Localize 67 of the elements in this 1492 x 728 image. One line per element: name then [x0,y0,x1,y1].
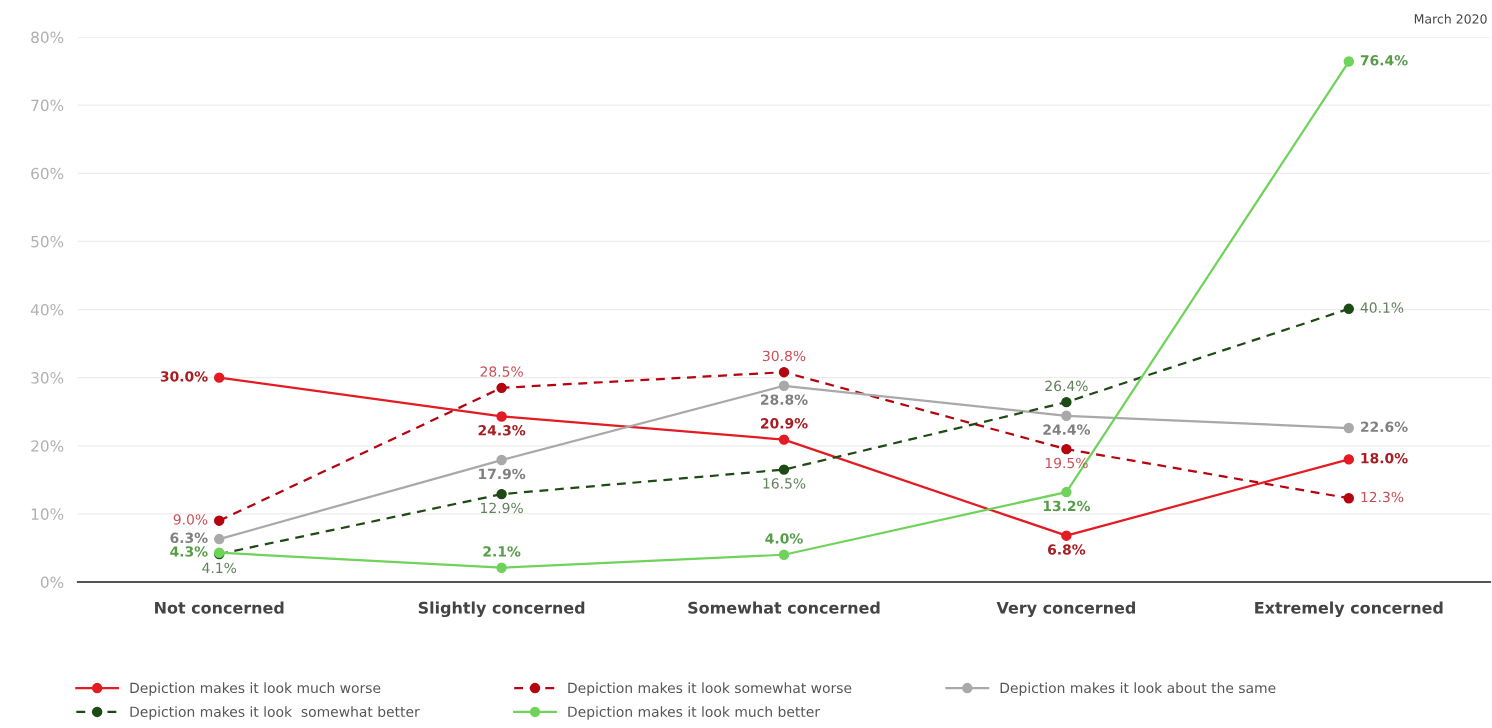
point [496,454,507,466]
x-tick-label: Not concerned [155,601,284,614]
point [1343,56,1355,67]
point [778,380,790,392]
point [213,533,225,545]
point [496,562,507,573]
data-label: 17.9% [479,468,526,480]
data-label: 40.1% [1360,302,1404,313]
data-label: 22.6% [1361,421,1408,433]
x-tick-label: Somewhat concerned [688,601,880,614]
data-label: 26.4% [1045,380,1088,392]
y-tick-label: 40% [30,303,64,316]
point [778,366,790,378]
data-label: 6.3% [170,532,208,544]
data-label: 6.8% [1048,544,1086,555]
y-tick-label: 80% [31,31,64,44]
data-label: 16.5% [763,478,806,489]
point [1343,492,1355,504]
data-label: 24.3% [478,425,526,436]
y-tick-label: 20% [31,440,64,452]
x-tick-label: Extremely concerned [1255,601,1443,618]
point [778,464,790,475]
point [778,549,790,560]
data-label: 4.0% [765,533,803,544]
data-label: 24.4% [1043,424,1091,435]
point [496,411,507,422]
point [1061,486,1072,498]
y-tick-label: 50% [31,235,64,248]
y-tick-label: 70% [31,99,64,112]
legend-label: Depiction makes it look much better [568,706,821,720]
point [1061,410,1072,421]
point [1061,530,1072,541]
point [213,372,225,383]
point [496,488,507,500]
data-label: 12.3% [1361,491,1404,503]
y-tick-label: 0% [40,576,64,589]
point [1343,303,1355,315]
point [1343,454,1355,465]
data-label: 30.0% [160,371,208,382]
legend-label: Depiction makes it look somewhat worse [568,682,852,696]
data-label: 12.9% [481,502,523,514]
point [213,515,225,526]
y-tick-label: 10% [31,508,64,520]
text: March 2020 [1414,13,1487,24]
x-tick-label: Slightly concerned [418,601,585,618]
data-label: 4.1% [202,562,237,574]
data-label: 18.0% [1361,452,1408,464]
y-tick-label: 60% [31,167,64,180]
data-label: 28.8% [761,394,808,405]
data-label: 9.0% [173,514,208,525]
data-label: 76.4% [1360,55,1408,66]
legend-label: Depiction makes it look somewhat better [130,706,420,720]
x-tick-label: Very concerned [996,601,1135,618]
point [1061,396,1072,408]
legend-label: Depiction makes it look about the same [1000,682,1276,696]
y-tick-label: 30% [31,372,64,384]
point [496,382,507,394]
data-label: 2.1% [483,546,521,557]
data-label: 20.9% [761,418,808,429]
point [1061,443,1072,455]
data-label: 4.3% [170,546,208,557]
point [1343,422,1355,434]
data-label: 28.5% [480,366,523,377]
point [778,434,790,445]
data-label: 13.2% [1043,500,1091,512]
data-label: 30.8% [763,350,806,362]
legend-label: Depiction makes it look much worse [130,682,381,696]
